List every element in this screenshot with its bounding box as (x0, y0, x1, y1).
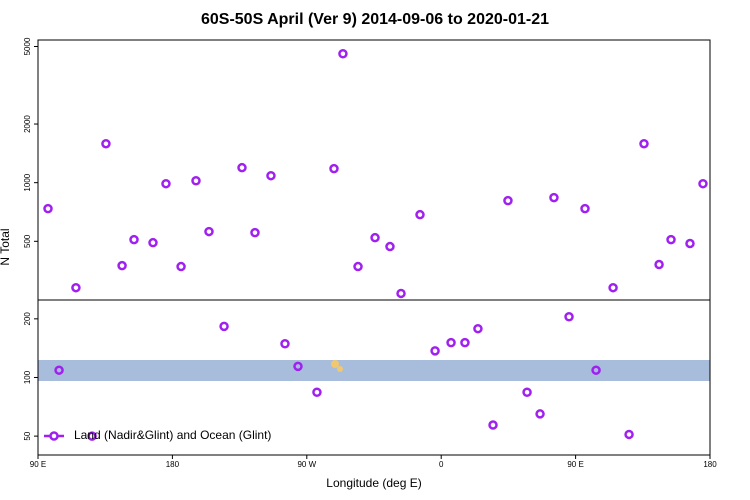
x-tick-label: 90 E (567, 460, 583, 469)
plot-frame (37, 39, 711, 456)
point (549, 192, 559, 203)
x-tick-label: 0 (439, 460, 444, 469)
point (564, 311, 574, 322)
point (685, 238, 695, 249)
x-tick-label: 180 (166, 460, 180, 469)
legend-marker (49, 431, 59, 441)
point (639, 138, 649, 149)
map-land (337, 366, 343, 372)
map-land (331, 360, 339, 368)
y-tick-label: 2000 (23, 115, 32, 133)
legend-label: Land (Nadir&Glint) and Ocean (Glint) (74, 428, 271, 442)
point (293, 361, 303, 372)
y-tick-label: 100 (23, 370, 32, 384)
point (219, 321, 229, 332)
x-tick-label: 90 W (297, 460, 316, 469)
point (87, 431, 97, 441)
point (117, 260, 127, 271)
point (148, 237, 158, 248)
point (503, 195, 513, 206)
point (446, 337, 456, 348)
point (161, 178, 171, 189)
point (54, 365, 64, 375)
point (666, 234, 676, 245)
x-tick-label: 180 (703, 460, 717, 469)
y-tick-label: 1000 (23, 173, 32, 191)
point (370, 232, 380, 243)
point (396, 288, 406, 299)
point (535, 409, 545, 419)
point (204, 226, 214, 237)
point (191, 176, 201, 186)
point (415, 209, 425, 220)
point (329, 163, 339, 174)
point (176, 261, 186, 272)
point (385, 241, 395, 252)
point (430, 346, 440, 356)
chart-title: 60S-50S April (Ver 9) 2014-09-06 to 2020… (201, 11, 549, 28)
x-tick-label: 90 E (30, 460, 46, 469)
y-tick-label: 200 (23, 312, 32, 326)
point (654, 259, 664, 270)
point (237, 162, 247, 173)
point (591, 365, 601, 375)
point (522, 387, 532, 397)
point (312, 387, 322, 397)
point (101, 138, 111, 149)
map-band (38, 360, 710, 381)
y-tick-label: 50 (23, 431, 32, 440)
point (250, 227, 260, 238)
point (129, 234, 139, 245)
point (473, 323, 483, 334)
point (580, 203, 590, 214)
y-axis-label: N Total (0, 228, 12, 265)
point (488, 420, 498, 430)
point (460, 337, 470, 348)
point (71, 282, 81, 293)
point (266, 170, 276, 181)
y-tick-label: 500 (23, 234, 32, 248)
y-tick-label: 5000 (23, 37, 32, 55)
point (338, 48, 348, 59)
point (280, 338, 290, 349)
point (608, 282, 618, 293)
x-axis-label: Longitude (deg E) (326, 476, 421, 490)
point (353, 261, 363, 272)
point (698, 178, 708, 189)
point (624, 429, 634, 440)
point (43, 203, 53, 214)
